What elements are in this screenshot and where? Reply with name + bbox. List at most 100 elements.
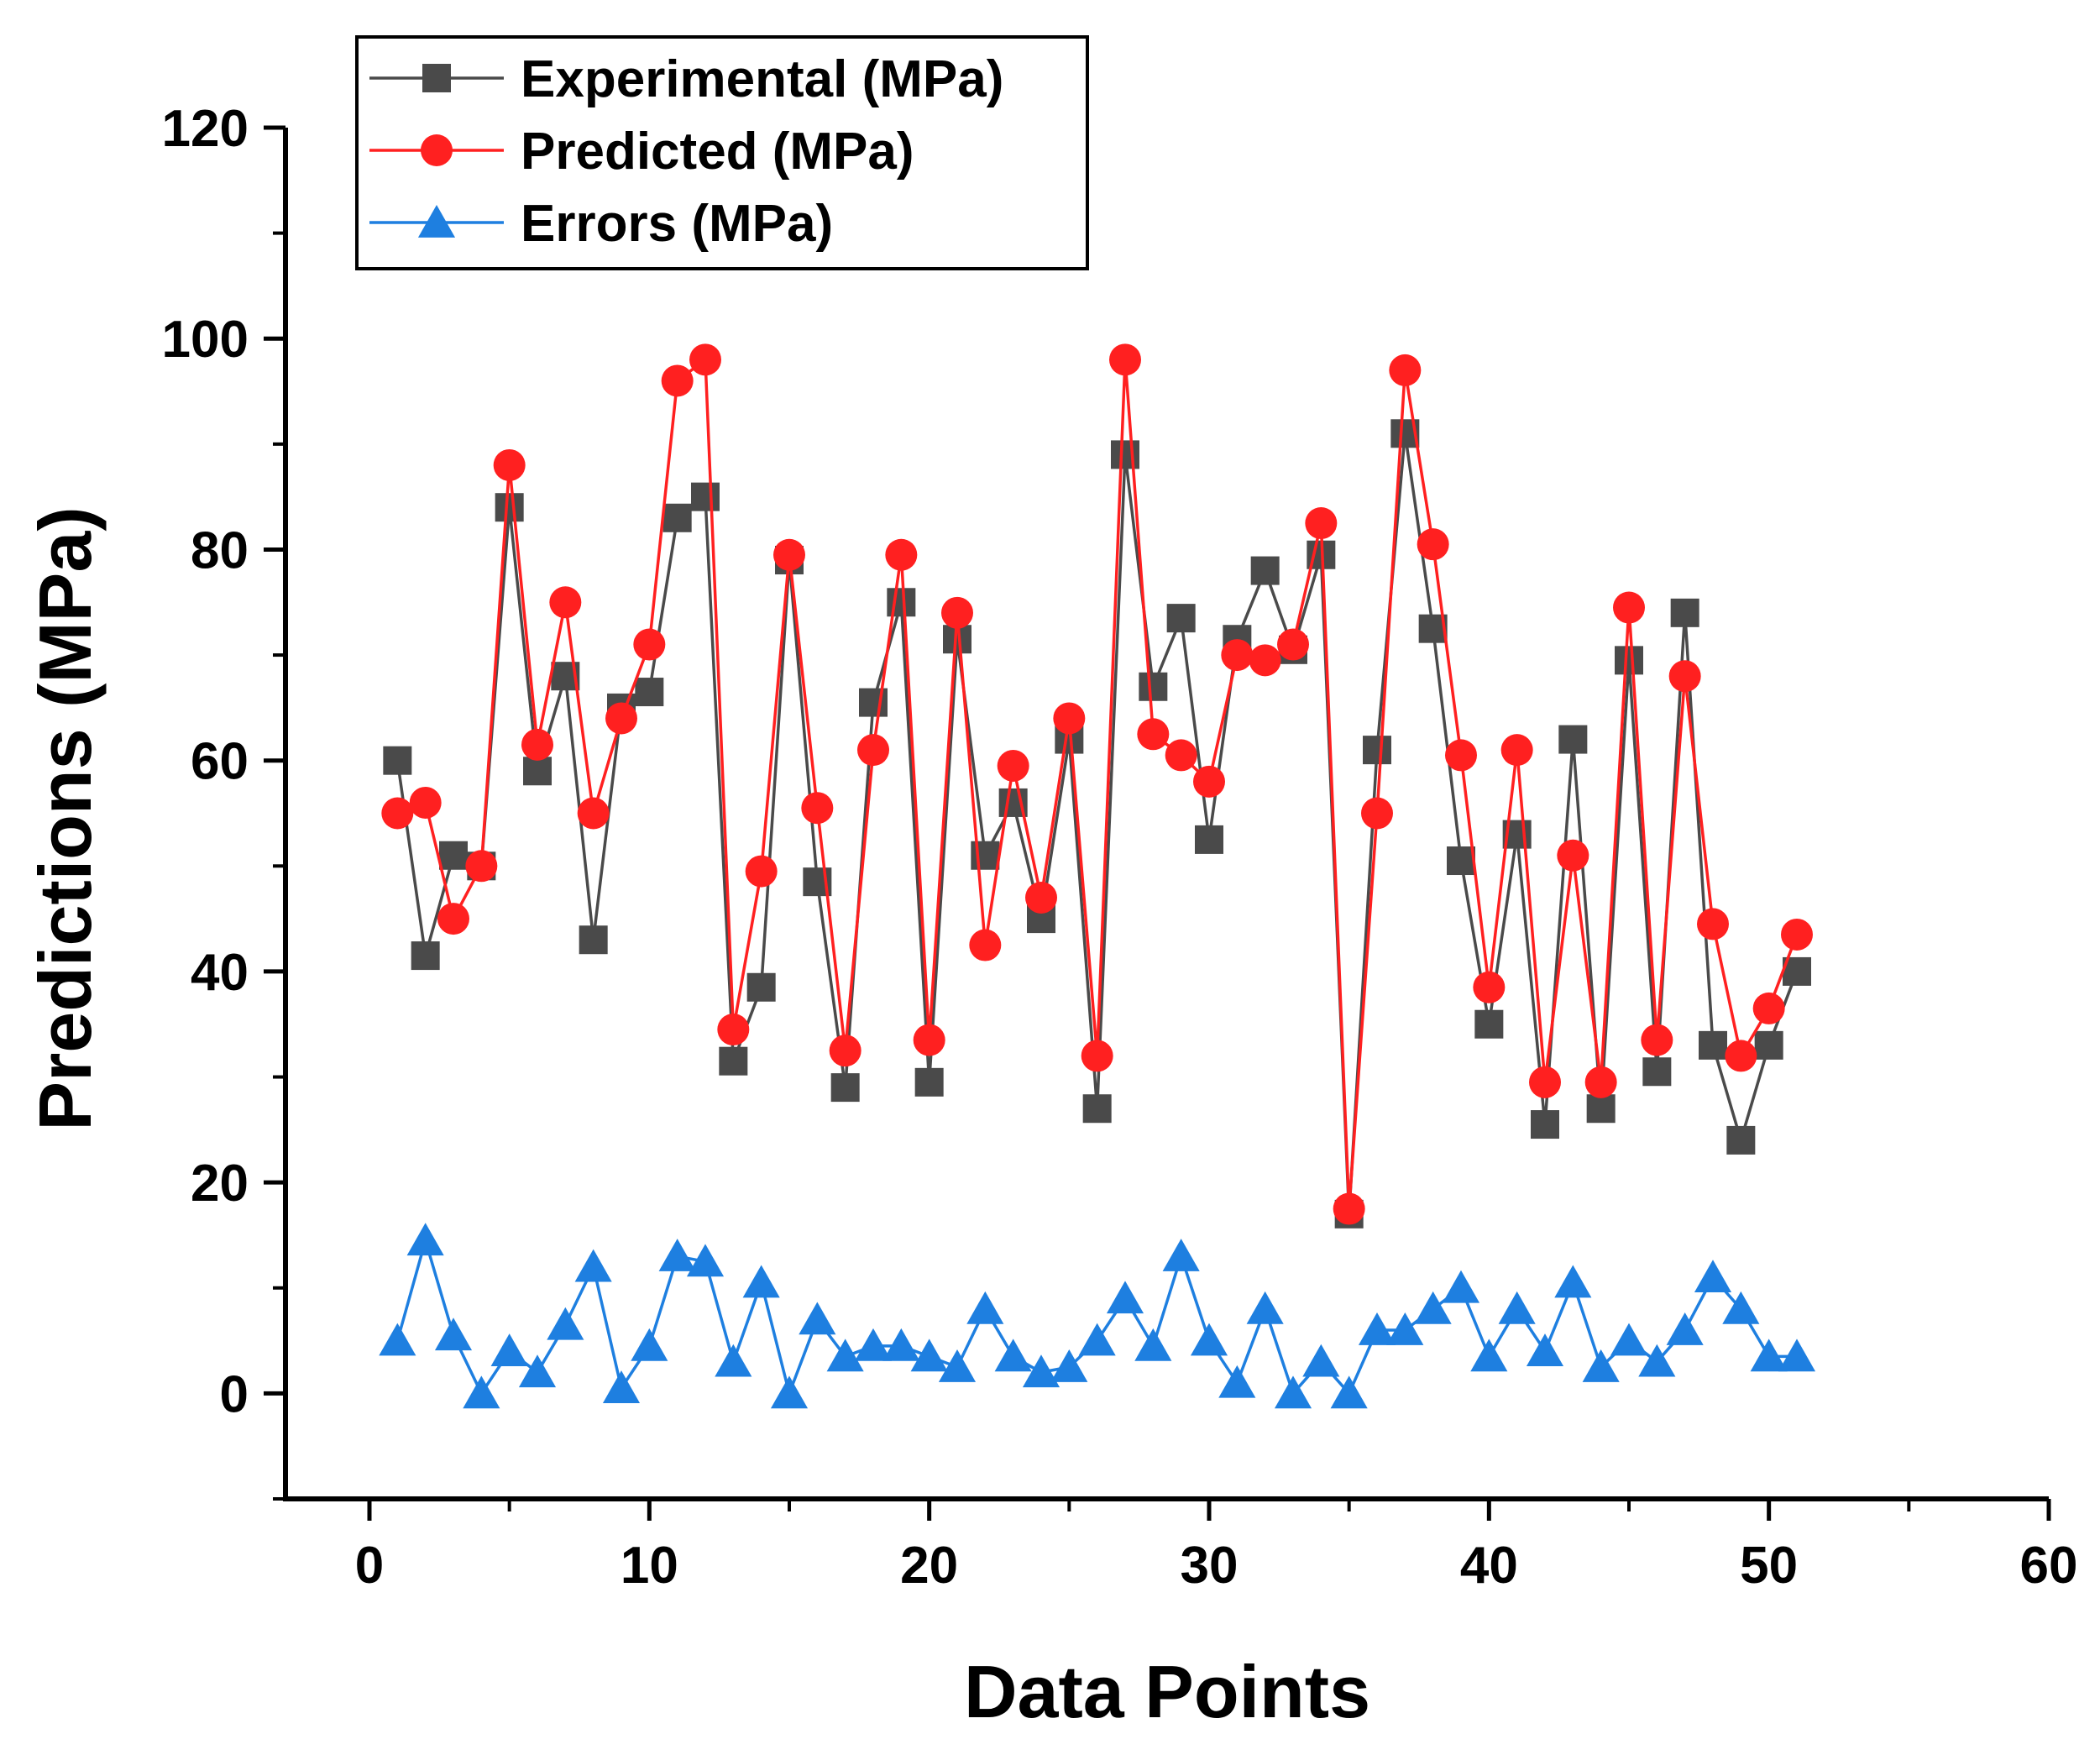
data-point	[574, 1249, 612, 1282]
data-point	[773, 538, 805, 571]
x-tick-label: 60	[2020, 1537, 2078, 1595]
data-point	[1474, 1009, 1504, 1039]
data-point	[938, 1349, 977, 1382]
data-point	[994, 1339, 1032, 1372]
data-point	[1694, 1260, 1732, 1293]
data-point	[1333, 1192, 1365, 1225]
data-point	[1358, 1312, 1396, 1345]
data-point	[686, 1244, 725, 1277]
data-point	[1274, 1375, 1312, 1409]
legend: Experimental (MPa) Predicted (MPa) Errors …	[355, 35, 1089, 270]
data-point	[1442, 1270, 1480, 1303]
data-point	[1722, 1291, 1760, 1324]
data-point	[971, 841, 1000, 870]
data-point	[887, 588, 916, 617]
data-point	[1666, 1312, 1704, 1345]
data-point	[661, 364, 694, 397]
data-point	[518, 1354, 557, 1388]
legend-label: Errors (MPa)	[521, 195, 833, 253]
data-point	[1554, 1265, 1592, 1298]
data-point	[1610, 1323, 1648, 1356]
data-point	[914, 1067, 944, 1097]
data-point	[1249, 644, 1281, 677]
y-tick-label: 40	[191, 944, 249, 1002]
y-axis-title: Predictions (MPa)	[24, 506, 107, 1130]
data-point	[1582, 1349, 1620, 1382]
x-tick-label: 40	[1460, 1537, 1518, 1595]
data-point	[1781, 918, 1813, 951]
data-point	[1699, 1030, 1727, 1060]
data-point	[1473, 971, 1506, 1003]
data-point	[490, 1333, 528, 1366]
data-point	[829, 1035, 861, 1067]
data-point	[1638, 1344, 1676, 1377]
x-tick-label: 50	[1740, 1537, 1798, 1595]
x-axis-title: Data Points	[964, 1650, 1370, 1733]
data-point	[1531, 1110, 1559, 1139]
data-point	[826, 1339, 864, 1372]
data-point	[1613, 591, 1645, 624]
data-point	[495, 493, 524, 522]
legend-label: Predicted (MPa)	[521, 123, 914, 181]
data-point	[1642, 1057, 1672, 1087]
data-point	[966, 1291, 1004, 1324]
data-point	[1250, 556, 1280, 585]
y-tick-label: 120	[162, 100, 249, 158]
data-point	[465, 850, 498, 883]
data-point	[913, 1024, 945, 1056]
data-point	[1750, 1339, 1788, 1372]
data-point	[1498, 1291, 1536, 1324]
data-point	[854, 1328, 893, 1361]
data-point	[1361, 797, 1393, 830]
data-point	[1586, 1094, 1616, 1124]
data-point	[830, 1073, 860, 1103]
data-point	[1725, 1040, 1757, 1072]
data-point	[1752, 992, 1785, 1024]
data-point	[1330, 1375, 1368, 1409]
data-point	[746, 972, 776, 1002]
data-point	[1106, 1281, 1144, 1314]
y-tick-label: 100	[162, 311, 249, 369]
data-point	[1218, 1365, 1256, 1398]
data-point	[1081, 1040, 1113, 1072]
data-point	[1025, 881, 1057, 914]
series-layer	[379, 343, 1816, 1409]
data-point	[1078, 1323, 1116, 1356]
data-point	[1277, 628, 1309, 661]
data-point	[717, 1014, 750, 1046]
data-point	[1166, 604, 1196, 633]
data-point	[662, 503, 692, 532]
legend-marker	[421, 134, 453, 166]
data-point	[1195, 825, 1223, 854]
data-point	[1134, 1328, 1172, 1361]
data-point	[801, 792, 834, 825]
data-point	[1109, 343, 1141, 376]
data-point	[689, 343, 721, 376]
data-point	[859, 688, 888, 717]
data-point	[1022, 1354, 1060, 1388]
data-point	[434, 1318, 473, 1351]
axes	[283, 128, 2049, 1501]
data-point	[910, 1339, 948, 1372]
legend-entry-0: Experimental (MPa)	[369, 50, 1003, 108]
data-point	[1584, 1066, 1617, 1098]
data-point	[633, 628, 666, 661]
data-point	[1190, 1323, 1228, 1356]
data-point	[1417, 528, 1449, 561]
data-point	[969, 929, 1002, 961]
data-point	[1162, 1239, 1200, 1271]
data-point	[523, 757, 552, 786]
data-point	[1386, 1312, 1424, 1345]
data-point	[602, 1370, 641, 1403]
legend-entry-1: Predicted (MPa)	[369, 123, 914, 181]
x-tick-label: 20	[900, 1537, 958, 1595]
data-point	[1221, 639, 1254, 672]
data-point	[1111, 440, 1139, 469]
data-point	[1193, 765, 1225, 798]
y-tick-label: 0	[220, 1365, 249, 1423]
y-tick-label: 20	[191, 1155, 249, 1213]
data-point	[383, 746, 412, 775]
data-point	[1726, 1125, 1756, 1155]
data-point	[1470, 1339, 1508, 1372]
data-point	[742, 1265, 780, 1298]
